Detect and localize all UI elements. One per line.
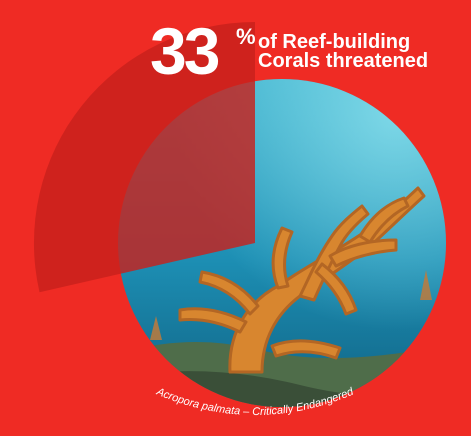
stat-value: 33 xyxy=(150,14,220,88)
percentage-wedge xyxy=(33,21,255,293)
stat-caption-line2: Corals threatened xyxy=(258,50,429,72)
stat-caption-line1: of Reef-building xyxy=(258,31,411,53)
stat-unit: % xyxy=(236,24,256,49)
stat-caption: of Reef-building Corals threatened xyxy=(258,31,429,72)
